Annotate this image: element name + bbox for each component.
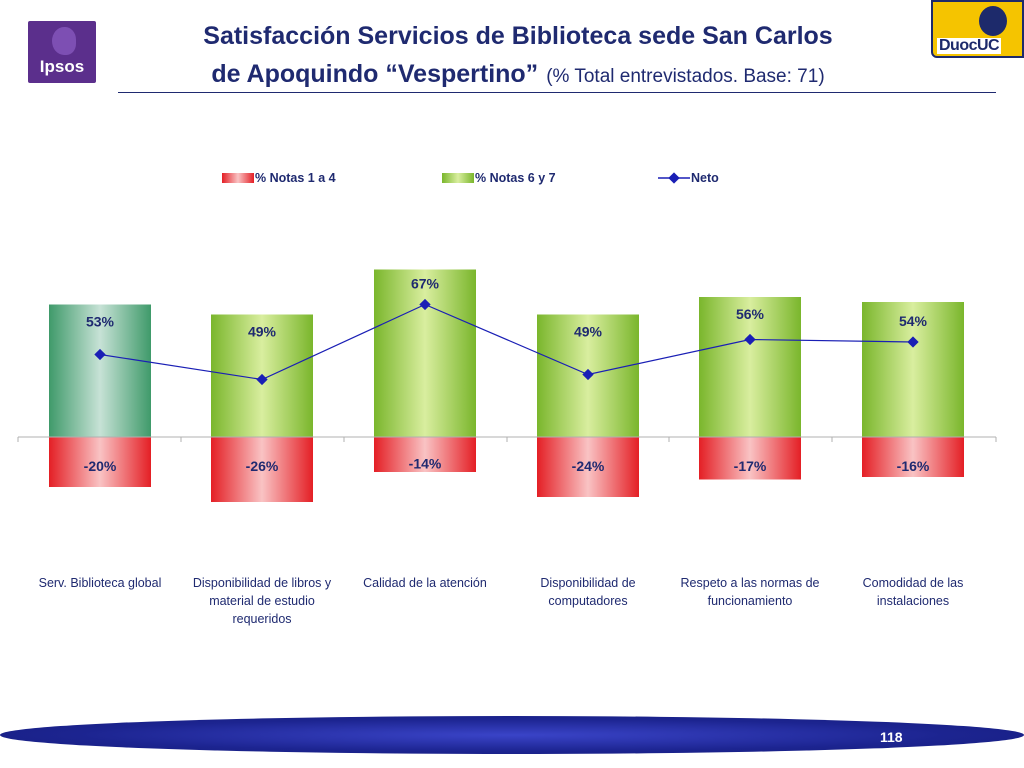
legend-label-1: % Notas 6 y 7 [475,171,556,185]
bar-notas-1-4-3 [537,437,639,497]
category-label-3-line-1: computadores [548,594,628,608]
category-label-3-line-0: Disponibilidad de [540,576,636,590]
page-title-line1: Satisfacción Servicios de Biblioteca sed… [203,22,833,50]
label-notas-6-7-4: 56% [736,306,765,322]
bar-notas-1-4-2 [374,437,476,472]
chart-bars [49,269,964,502]
category-label-5-line-1: instalaciones [876,594,950,608]
category-label-2: Calidad de la atención [343,574,507,592]
duocuc-logo: DuocUC [931,0,1024,58]
neto-point-1 [256,373,268,386]
category-label-3: Disponibilidad de computadores [506,574,670,610]
label-notas-6-7-2: 67% [411,276,440,292]
neto-point-5 [907,336,919,348]
page-number: 118 [880,729,903,745]
category-label-4: Respeto a las normas de funcionamiento [668,574,832,610]
label-notas-1-4-3: -24% [572,458,605,474]
label-notas-1-4-4: -17% [734,458,767,474]
category-label-4-line-0: Respeto a las normas de [680,576,820,590]
category-label-0: Serv. Biblioteca global [18,574,182,592]
ipsos-logo: Ipsos [28,21,96,83]
duocuc-seal-icon [977,4,1009,38]
page-subtitle: (% Total entrevistados. Base: 71) [546,66,825,87]
neto-point-3 [582,368,594,381]
category-label-1-line-1: material de estudio [209,594,315,608]
chart-neto-line [94,298,919,386]
bar-notas-6-7-0 [49,304,151,437]
bar-notas-6-7-2 [374,269,476,437]
bar-notas-6-7-4 [699,297,801,437]
category-label-1-line-2: requeridos [232,612,292,626]
label-notas-6-7-5: 54% [899,313,928,329]
category-label-2-line-0: Calidad de la atención [363,576,487,590]
satisfaction-chart: % Notas 1 a 4 % Notas 6 y 7 Neto 53% -20% 49… [17,171,997,502]
label-notas-1-4-5: -16% [897,458,930,474]
ipsos-logo-head-icon [52,27,76,55]
category-label-0-line-0: Serv. Biblioteca global [38,576,162,590]
neto-point-4 [744,333,756,346]
legend-marker-2 [668,172,680,184]
chart-legend: % Notas 1 a 4 % Notas 6 y 7 Neto [222,171,719,185]
category-label-1: Disponibilidad de libros y material de es… [180,574,344,628]
legend-swatch-1 [442,173,474,183]
label-notas-1-4-2: -14% [409,455,442,471]
ipsos-logo-text: Ipsos [39,57,85,76]
legend-label-2: Neto [691,171,719,185]
neto-line-path [99,303,914,381]
label-notas-6-7-0: 53% [86,314,115,330]
footer-band [0,716,1024,754]
label-notas-6-7-3: 49% [574,324,603,340]
duocuc-logo-text: DuocUC [937,37,1002,54]
label-notas-1-4-1: -26% [246,458,279,474]
label-notas-6-7-1: 49% [248,324,277,340]
legend-label-0: % Notas 1 a 4 [255,171,336,185]
page-title-line2-text: de Apoquindo “Vespertino” [211,60,539,88]
bar-notas-1-4-4 [699,437,801,480]
category-label-5-line-0: Comodidad de las [862,576,964,590]
category-label-1-line-0: Disponibilidad de libros y [192,576,332,590]
chart-data-labels: 53% -20% 49% -26% 67% -14% 49% -24% 56% -17% 54% -1… [84,276,930,475]
legend-swatch-0 [222,173,254,183]
bar-notas-1-4-0 [49,437,151,487]
bar-notas-1-4-1 [211,437,313,502]
category-label-5: Comodidad de las instalaciones [831,574,995,610]
label-notas-1-4-0: -20% [84,458,117,474]
bar-notas-1-4-5 [862,437,964,477]
neto-point-2 [419,298,431,311]
category-label-4-line-1: funcionamiento [707,594,793,608]
bar-notas-6-7-5 [862,302,964,437]
page-title-line2: de Apoquindo “Vespertino” (% Total entrev… [118,58,918,93]
chart-axis [17,436,997,442]
title-rule [118,92,996,93]
